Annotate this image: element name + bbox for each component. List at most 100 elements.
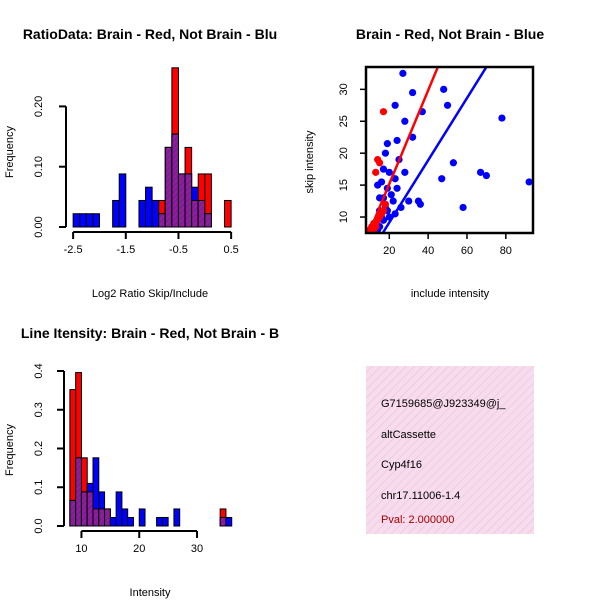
intensity-histogram-bar-overlap xyxy=(104,508,111,527)
intensity-histogram-y-tick-label: 0.2 xyxy=(33,441,45,456)
scatter-point-not-brain xyxy=(498,114,506,122)
scatter-plot-area xyxy=(366,67,533,233)
ratio-histogram-bar-overlap xyxy=(171,133,179,228)
scatter-point-not-brain xyxy=(399,69,407,77)
intensity-histogram-xlabel: Intensity xyxy=(130,587,171,599)
scatter-point-not-brain xyxy=(482,171,490,180)
scatter-axes: 20 40 60 80 10 15 20 25 30 xyxy=(338,65,535,257)
ratio-histogram-bar-not-brain xyxy=(72,213,81,228)
ratio-histogram-title: RatioData: Brain - Red, Not Brain - Blu xyxy=(23,26,277,42)
intensity-histogram-bar-overlap xyxy=(86,491,94,527)
scatter-point-not-brain xyxy=(449,159,457,167)
info-locus: chr17.11006-1.4 xyxy=(381,490,460,502)
info-gene-name: Cyp4f16 xyxy=(381,459,422,471)
scatter-point-not-brain xyxy=(401,168,409,176)
ratio-histogram-x-tick-label: -2.5 xyxy=(64,244,83,256)
scatter-point-not-brain xyxy=(393,136,401,145)
intensity-histogram-bar-not-brain xyxy=(156,516,163,527)
ratio-histogram: RatioData: Brain - Red, Not Brain - Blu … xyxy=(4,26,277,300)
scatter-point-not-brain xyxy=(393,184,401,192)
info-pval: Pval: 2.000000 xyxy=(381,514,454,526)
scatter-point-not-brain xyxy=(438,175,446,183)
scatter-point-brain xyxy=(372,168,380,176)
scatter-y-tick-label: 25 xyxy=(338,115,350,127)
ratio-histogram-bar-overlap xyxy=(177,173,186,228)
scatter-point-not-brain xyxy=(391,101,399,109)
ratio-histogram-bar-not-brain xyxy=(138,199,147,228)
scatter-title: Brain - Red, Not Brain - Blue xyxy=(356,26,544,42)
intensity-histogram-bar-overlap xyxy=(80,491,88,527)
intensity-histogram-bar-not-brain xyxy=(109,516,117,527)
intensity-histogram-axes: 10 20 30 0.0 0.1 0.2 0.3 0.4 xyxy=(33,363,203,555)
scatter-y-tick-label: 30 xyxy=(338,83,350,95)
ratio-histogram-y-tick-label: 0.10 xyxy=(33,156,45,177)
ratio-histogram-bars xyxy=(72,67,232,228)
intensity-histogram-bar-not-brain xyxy=(127,516,134,527)
scatter-point-not-brain xyxy=(379,165,388,173)
intensity-scatter: Brain - Red, Not Brain - Blue 20 40 60 80 10… xyxy=(304,26,544,300)
intensity-histogram-bars xyxy=(69,372,233,527)
intensity-histogram-bar-not-brain xyxy=(173,508,181,527)
ratio-histogram-axes: -2.5 -1.5 -0.5 0.5 0.00 0.10 0.20 xyxy=(33,96,239,256)
intensity-histogram-bar-not-brain xyxy=(161,516,169,527)
scatter-x-tick-label: 60 xyxy=(461,245,473,257)
intensity-histogram-x-tick-label: 30 xyxy=(191,543,203,555)
scatter-y-tick-label: 15 xyxy=(338,179,350,191)
scatter-xlabel: include intensity xyxy=(411,288,490,300)
scatter-point-brain xyxy=(381,200,390,208)
scatter-y-tick-label: 20 xyxy=(338,147,350,159)
intensity-histogram-bar-overlap xyxy=(75,457,82,527)
scatter-x-tick-label: 20 xyxy=(383,245,395,257)
ratio-histogram-xlabel: Log2 Ratio Skip/Include xyxy=(92,288,208,300)
ratio-histogram-bar-overlap xyxy=(191,199,199,228)
ratio-histogram-x-tick-label: -0.5 xyxy=(169,244,188,256)
scatter-point-not-brain xyxy=(476,168,485,176)
scatter-point-not-brain xyxy=(409,88,417,97)
scatter-point-not-brain xyxy=(383,140,391,148)
scatter-point-not-brain xyxy=(409,133,417,141)
scatter-point-not-brain xyxy=(443,101,452,109)
intensity-histogram-x-tick-label: 20 xyxy=(133,543,145,555)
info-event-type: altCassette xyxy=(381,429,436,441)
info-panel-background xyxy=(366,366,534,534)
ratio-histogram-bar-not-brain xyxy=(145,186,153,228)
scatter-point-brain xyxy=(372,223,380,231)
ratio-histogram-bar-not-brain xyxy=(79,213,87,228)
intensity-histogram-y-tick-label: 0.3 xyxy=(33,402,45,417)
intensity-histogram: Line Itensity: Brain - Red, Not Brain - … xyxy=(4,325,279,599)
scatter-x-tick-label: 40 xyxy=(422,245,434,257)
info-panel: G7159685@J923349@j_ altCassette Cyp4f16 … xyxy=(366,366,534,534)
intensity-histogram-y-tick-label: 0.0 xyxy=(33,518,45,533)
ratio-histogram-bar-not-brain xyxy=(92,213,100,228)
scatter-ylabel: skip intensity xyxy=(304,130,316,193)
ratio-histogram-bar-overlap xyxy=(197,199,206,228)
ratio-histogram-bar-overlap xyxy=(164,146,173,228)
intensity-histogram-x-tick-label: 10 xyxy=(75,543,87,555)
scatter-point-not-brain xyxy=(401,117,409,125)
scatter-fit-line-brain xyxy=(367,67,440,233)
scatter-points xyxy=(366,67,533,233)
scatter-plot-frame xyxy=(364,65,535,235)
scatter-point-not-brain xyxy=(389,197,397,205)
ratio-histogram-bar-not-brain xyxy=(118,173,127,228)
scatter-point-not-brain xyxy=(416,200,424,208)
scatter-fit-line-not-brain xyxy=(381,67,488,233)
intensity-histogram-bar-not-brain xyxy=(138,508,146,527)
ratio-histogram-ylabel: Frequency xyxy=(4,126,16,178)
scatter-point-not-brain xyxy=(405,197,413,205)
ratio-histogram-bar-not-brain xyxy=(112,199,120,228)
scatter-point-brain xyxy=(375,159,384,167)
scatter-point-not-brain xyxy=(381,149,390,157)
intensity-histogram-bar-not-brain xyxy=(115,491,123,527)
intensity-histogram-bar-not-brain xyxy=(225,516,233,527)
info-probe-id: G7159685@J923349@j_ xyxy=(381,398,506,410)
intensity-histogram-bar-overlap xyxy=(98,508,106,527)
ratio-histogram-x-tick-label: 0.5 xyxy=(223,244,238,256)
ratio-histogram-bar-overlap xyxy=(184,173,193,228)
intensity-histogram-bar-overlap xyxy=(69,499,77,527)
scatter-point-not-brain xyxy=(440,85,448,93)
intensity-histogram-bar-overlap xyxy=(219,516,227,527)
scatter-point-not-brain xyxy=(525,178,533,186)
